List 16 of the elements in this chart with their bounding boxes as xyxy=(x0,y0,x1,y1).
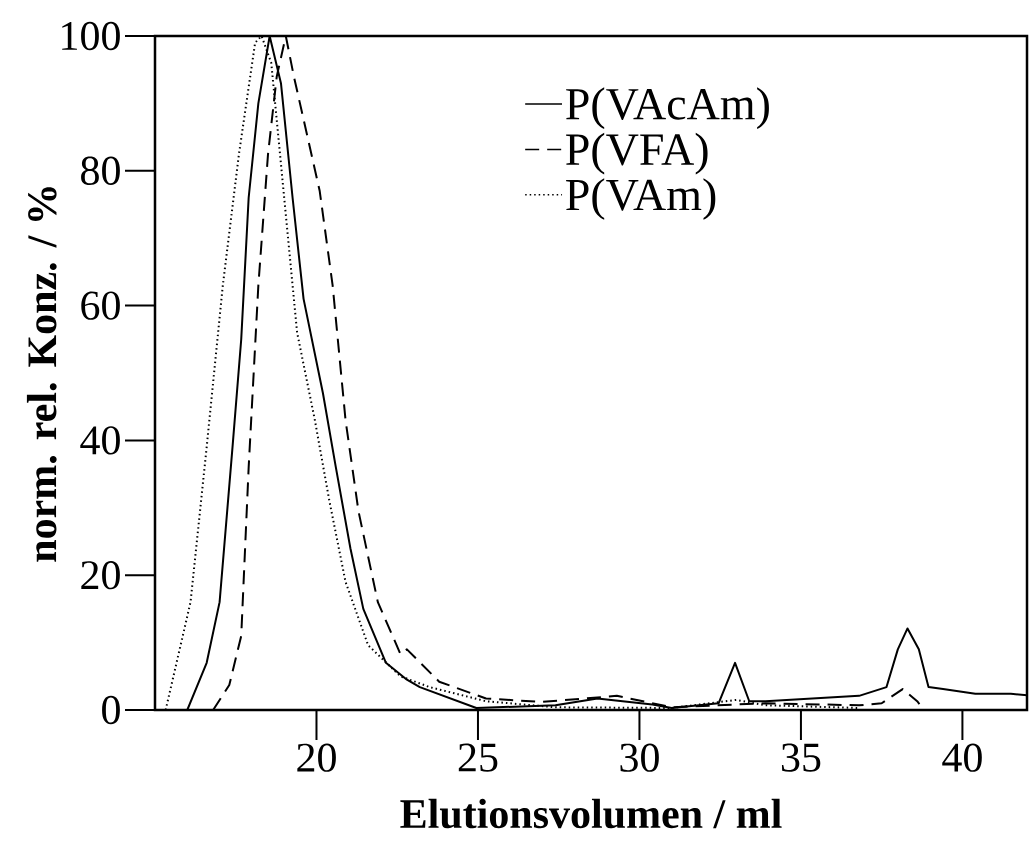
y-axis-title: norm. rel. Konz. / % xyxy=(26,187,57,562)
y-tick-label: 20 xyxy=(81,561,120,590)
x-tick-label: 35 xyxy=(781,743,821,772)
x-axis-title: Elutionsvolumen / ml xyxy=(400,798,782,829)
legend-label: P(VAcAm) xyxy=(566,87,769,130)
legend-label: P(VAm) xyxy=(566,178,716,220)
y-tick-label: 80 xyxy=(81,156,120,185)
x-tick-label: 40 xyxy=(942,743,982,772)
y-tick-label: 40 xyxy=(80,426,120,455)
x-tick-label: 30 xyxy=(620,743,659,772)
legend-label: P(VFA) xyxy=(566,132,708,175)
x-tick-label: 25 xyxy=(458,743,498,772)
y-tick-label: 60 xyxy=(81,291,120,320)
x-tick-label: 20 xyxy=(297,743,336,772)
y-tick-label: 100 xyxy=(62,21,120,51)
y-tick-label: 0 xyxy=(102,695,120,725)
